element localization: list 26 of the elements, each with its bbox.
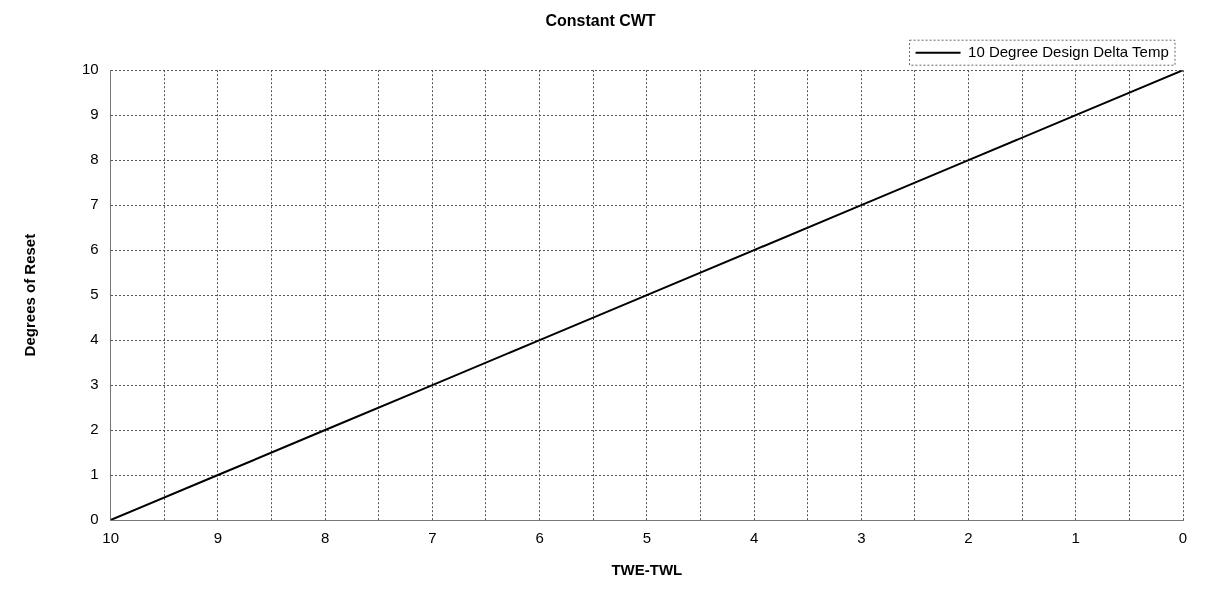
y-tick-label: 7 bbox=[90, 195, 99, 213]
x-tick-label: 5 bbox=[642, 529, 652, 547]
y-tick-label: 8 bbox=[90, 150, 99, 168]
x-tick-label: 6 bbox=[535, 529, 544, 547]
x-tick-label: 9 bbox=[213, 529, 223, 547]
y-tick-label: 2 bbox=[90, 420, 99, 438]
x-tick-label: 1 bbox=[1071, 529, 1080, 547]
y-tick-label: 4 bbox=[90, 330, 99, 348]
y-tick-label: 9 bbox=[90, 105, 99, 123]
x-tick-label: 7 bbox=[428, 529, 437, 547]
x-tick-label: 0 bbox=[1178, 529, 1188, 547]
y-tick-label: 3 bbox=[90, 375, 99, 393]
y-tick-label: 5 bbox=[90, 285, 99, 303]
y-tick-label: 1 bbox=[90, 465, 99, 483]
chart-title: Constant CWT bbox=[545, 12, 656, 30]
x-tick-label: 4 bbox=[749, 529, 759, 547]
y-tick-label: 6 bbox=[90, 240, 99, 258]
x-tick-label: 2 bbox=[964, 529, 973, 547]
x-tick-label: 8 bbox=[320, 529, 330, 547]
legend-label: 10 Degree Design Delta Temp bbox=[968, 42, 1169, 60]
y-tick-label: 10 bbox=[82, 60, 99, 78]
y-tick-label: 0 bbox=[90, 510, 99, 528]
x-axis-title: TWE-TWL bbox=[611, 561, 683, 579]
x-tick-label: 10 bbox=[102, 529, 120, 547]
x-tick-label: 3 bbox=[857, 529, 866, 547]
y-axis-title: Degrees of Reset bbox=[21, 233, 39, 357]
